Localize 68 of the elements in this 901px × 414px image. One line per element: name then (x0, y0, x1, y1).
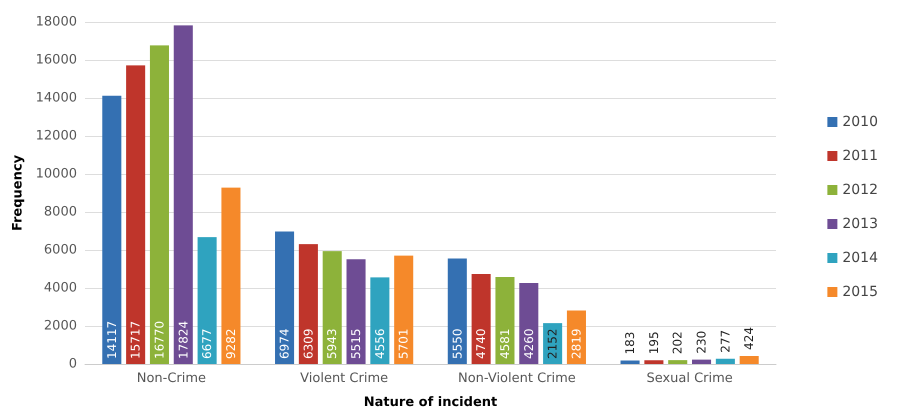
y-tick-label: 6000 (44, 242, 77, 258)
data-label: 5515 (349, 328, 364, 359)
y-tick-label: 2000 (44, 318, 77, 334)
data-label: 5943 (325, 328, 340, 359)
y-tick-label: 12000 (36, 128, 77, 144)
data-label: 16770 (152, 320, 166, 359)
bar (668, 360, 688, 364)
bar (370, 277, 390, 364)
bar (174, 25, 193, 364)
data-label: 4260 (522, 328, 536, 359)
bar (394, 256, 414, 364)
bar (150, 45, 169, 364)
y-tick-label: 4000 (44, 280, 77, 296)
bar (716, 358, 735, 364)
y-tick-label: 16000 (36, 52, 77, 68)
legend-label: 2010 (842, 114, 878, 130)
data-label: 4556 (372, 328, 387, 359)
data-label: 2819 (569, 328, 584, 359)
data-label: 202 (670, 331, 685, 354)
data-label: 277 (718, 330, 732, 353)
y-tick-label: 8000 (44, 204, 77, 220)
data-label: 230 (694, 330, 709, 354)
bar (221, 188, 240, 364)
data-label: 15717 (128, 320, 143, 359)
x-tick-label: Violent Crime (300, 371, 388, 386)
data-label: 6677 (200, 328, 214, 359)
bar (472, 274, 491, 364)
bar (519, 283, 538, 364)
bar (322, 251, 342, 364)
y-tick-label: 10000 (36, 166, 77, 182)
bar (740, 356, 759, 364)
bar (298, 244, 318, 364)
data-label: 4581 (498, 328, 512, 359)
data-label: 5701 (396, 328, 411, 359)
bar (102, 96, 122, 364)
data-label: 424 (742, 327, 756, 350)
bar (495, 276, 514, 364)
y-axis-title: Frequency (10, 154, 26, 232)
data-label: 4740 (474, 328, 488, 359)
bar (346, 259, 366, 364)
data-label: 195 (646, 331, 661, 354)
bar (692, 360, 712, 364)
data-label: 9282 (224, 328, 238, 359)
legend-label: 2012 (842, 182, 878, 198)
data-label: 17824 (176, 320, 190, 359)
legend-label: 2011 (842, 148, 878, 164)
data-label: 6974 (278, 328, 292, 359)
x-tick-label: Non-Crime (136, 371, 206, 386)
data-label: 6309 (301, 328, 316, 359)
data-label: 2152 (546, 328, 560, 359)
data-label: 183 (623, 332, 638, 355)
y-tick-label: 18000 (36, 14, 77, 30)
x-tick-label: Non-Violent Crime (458, 371, 576, 386)
bar (198, 237, 217, 364)
legend-label: 2015 (842, 284, 878, 300)
bar (644, 360, 664, 364)
x-tick-label: Sexual Crime (646, 371, 733, 386)
data-label: 14117 (104, 320, 119, 359)
y-tick-label: 0 (68, 356, 77, 372)
x-axis-title: Nature of incident (364, 395, 498, 410)
data-label: 5550 (450, 328, 464, 359)
bar (126, 65, 146, 364)
legend-label: 2014 (842, 250, 878, 266)
bar (448, 258, 467, 364)
bar (620, 360, 640, 364)
bar (275, 231, 294, 364)
legend-label: 2013 (842, 216, 878, 232)
y-tick-label: 14000 (36, 90, 77, 106)
